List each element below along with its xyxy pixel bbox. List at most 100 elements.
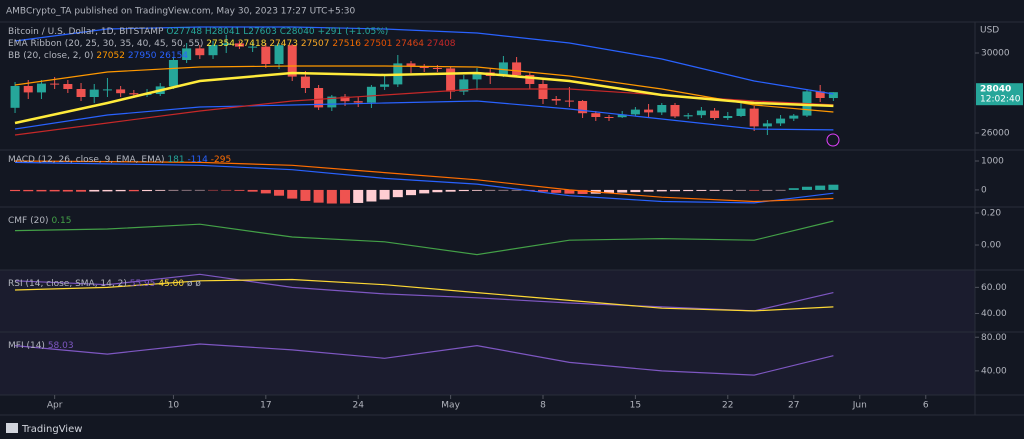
y-tick-label: 60.00 — [981, 283, 1007, 293]
legend-value: 58.03 — [48, 341, 74, 351]
candle-body — [287, 45, 297, 77]
legend-value: 27950 — [128, 51, 157, 61]
histogram-bar — [788, 188, 799, 190]
histogram-bar — [128, 189, 139, 192]
histogram-bar — [749, 189, 760, 191]
candle-body — [353, 101, 363, 103]
indicator-line — [14, 161, 834, 204]
histogram-bar — [564, 189, 575, 194]
candle-body — [710, 110, 720, 118]
x-tick-label: 17 — [260, 401, 271, 411]
legend-value: H28041 — [205, 27, 240, 37]
legend-value: L27603 — [243, 27, 277, 37]
legend: RSI (14, close, SMA, 14, 2) 55.95 45.00 … — [8, 279, 201, 289]
histogram-bar — [208, 189, 219, 191]
candle-body — [776, 118, 786, 124]
candle-body — [116, 89, 126, 94]
histogram-bar — [445, 189, 456, 192]
legend-value: +291 (+1.05%) — [318, 27, 389, 37]
legend-value: 181 — [167, 155, 184, 165]
histogram-bar — [617, 189, 628, 193]
candle-body — [221, 43, 231, 45]
histogram-bar — [603, 189, 614, 194]
candle-body — [274, 45, 284, 64]
histogram-bar — [683, 189, 694, 192]
candle-body — [525, 75, 535, 84]
candle-body — [446, 68, 456, 92]
x-tick-label: 10 — [168, 401, 180, 411]
y-tick-label: 40.00 — [981, 366, 1007, 376]
legend-title: EMA Ribbon (20, 25, 30, 35, 40, 45, 50, … — [8, 39, 203, 49]
x-tick-label: 27 — [788, 401, 799, 411]
histogram-bar — [630, 189, 641, 193]
candle-body — [723, 116, 733, 118]
histogram-bar — [76, 189, 87, 192]
histogram-bar — [260, 189, 271, 194]
histogram-bar — [62, 189, 73, 192]
legend-title: CMF (20) — [8, 216, 49, 226]
histogram-bar — [392, 189, 403, 198]
candle-body — [366, 86, 376, 103]
histogram-bar — [696, 189, 707, 191]
histogram-bar — [326, 189, 337, 204]
candle-body — [762, 123, 772, 127]
histogram-bar — [115, 189, 126, 192]
legend-value: 27354 — [206, 39, 235, 49]
candle-body — [234, 43, 244, 47]
legend-value: 27501 — [364, 39, 393, 49]
separators — [0, 21, 1024, 416]
histogram-bar — [313, 189, 324, 203]
legend: MACD (12, 26, close, 9, EMA, EMA) 181 -1… — [8, 155, 231, 165]
candle-body — [182, 48, 192, 60]
legend-value: 27052 — [96, 51, 125, 61]
legend-value: 27507 — [301, 39, 330, 49]
histogram-bar — [36, 189, 47, 192]
candle-body — [828, 92, 838, 99]
candle-body — [789, 115, 799, 119]
y-tick-label: 26000 — [981, 129, 1010, 139]
rsi-band — [0, 270, 975, 332]
histogram-bar — [643, 189, 654, 192]
histogram-bar — [181, 189, 192, 191]
histogram-bar — [419, 189, 430, 194]
histogram-bar — [379, 189, 390, 200]
histogram-bar — [89, 189, 100, 192]
x-tick-label: Jun — [852, 401, 867, 411]
indicator-line — [14, 71, 834, 125]
candle-body — [696, 110, 706, 116]
legend: CMF (20) 0.15 — [8, 216, 71, 226]
candle-body — [208, 45, 218, 56]
histogram-bar — [10, 189, 21, 192]
histogram-bar — [300, 189, 311, 201]
indicator-line — [14, 273, 834, 312]
histogram-bar — [669, 189, 680, 192]
histogram-bar — [353, 189, 364, 203]
histogram-bar — [23, 189, 34, 192]
legend: Bitcoin / U.S. Dollar, 1D, BITSTAMP O277… — [8, 27, 388, 37]
histogram-bar — [155, 189, 166, 191]
histogram-bar — [458, 189, 469, 192]
candle-body — [512, 62, 522, 75]
candle-body — [63, 84, 73, 89]
histogram-bar — [366, 189, 377, 202]
legend-title: RSI (14, close, SMA, 14, 2) — [8, 279, 127, 289]
histogram-bar — [828, 184, 839, 190]
histogram-bar — [247, 189, 258, 192]
candle-body — [36, 83, 46, 93]
legend-value: 0.15 — [51, 216, 71, 226]
candle-body — [551, 99, 561, 101]
y-tick-label: 40.00 — [981, 309, 1007, 319]
alert-icon[interactable] — [826, 133, 840, 147]
histogram-bar — [735, 189, 746, 191]
legend-value: 27464 — [395, 39, 424, 49]
legend-value: 27408 — [427, 39, 456, 49]
legend-value: 55.95 — [130, 279, 156, 289]
candle-body — [459, 79, 469, 92]
x-tick-label: 24 — [352, 401, 364, 411]
legend-value: -114 — [187, 155, 208, 165]
histogram-bar — [485, 189, 496, 191]
x-tick-label: Apr — [47, 401, 63, 411]
legend: BB (20, close, 2, 0) 27052 27950 26154 — [8, 51, 188, 61]
